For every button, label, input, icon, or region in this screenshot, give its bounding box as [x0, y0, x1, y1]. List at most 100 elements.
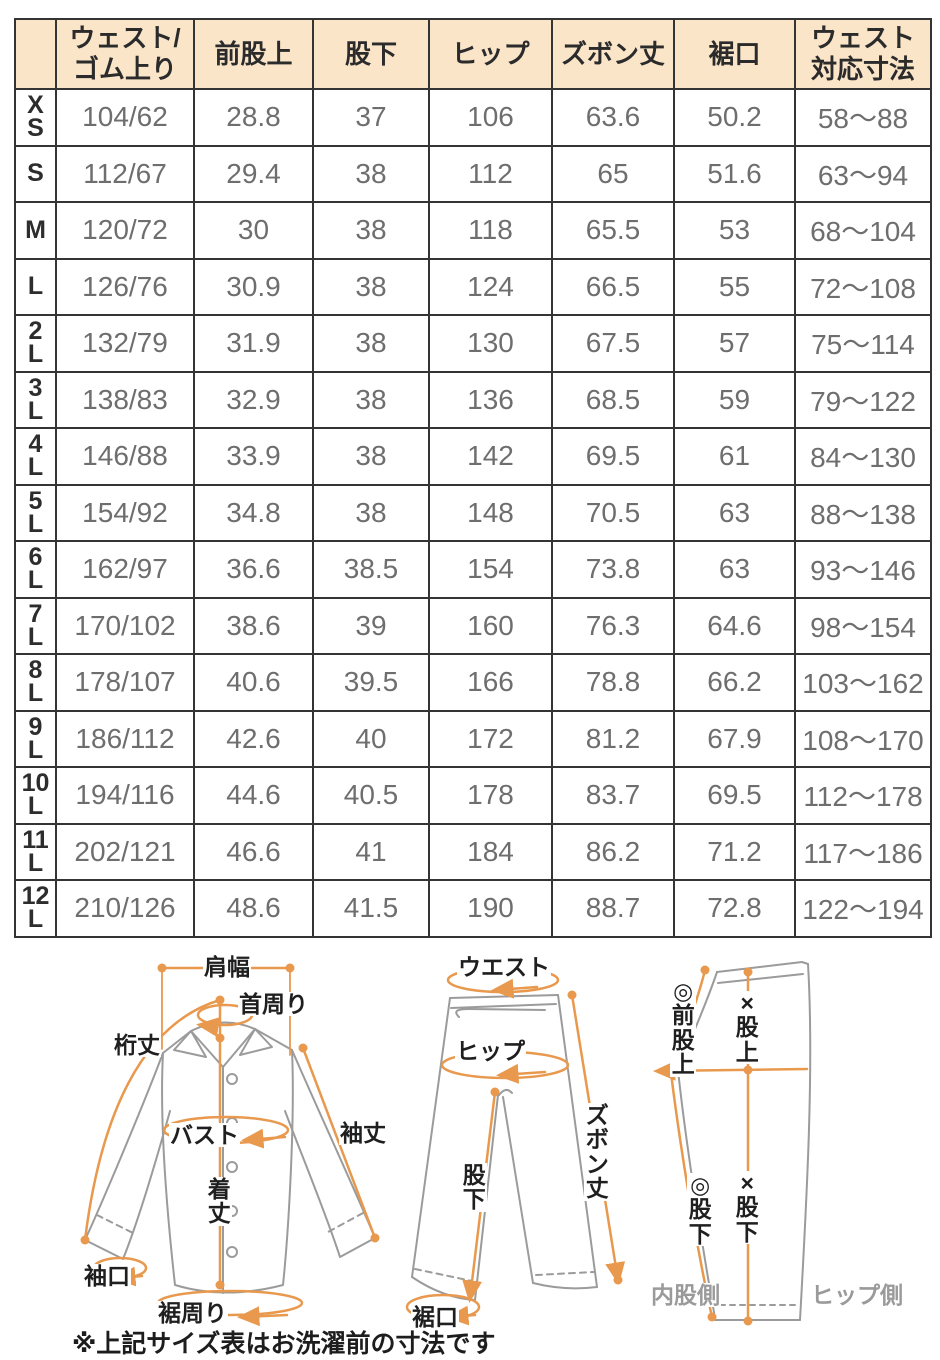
size-table-header: ウェスト/ゴム上り 前股上 股下 ヒップ ズボン丈 裾口 ウェスト 対応寸法 — [14, 18, 932, 90]
size-value: 61 — [673, 427, 796, 486]
size-value: 68～104 — [794, 201, 932, 260]
size-value: 202/121 — [55, 822, 195, 881]
size-value: 37 — [312, 88, 430, 147]
size-value: 130 — [428, 314, 553, 373]
size-value: 160 — [428, 596, 553, 655]
size-row-11L: 11 L 202/121 46.6 41 184 86.2 71.2 117～186 — [14, 822, 932, 881]
size-value: 59 — [673, 370, 796, 429]
column-header: 裾口 — [673, 18, 796, 90]
size-value: 190 — [428, 879, 553, 938]
size-value: 51.6 — [673, 144, 796, 203]
size-row-M: M 120/72 30 38 118 65.5 53 68～104 — [14, 201, 932, 260]
size-value: 66.5 — [551, 257, 675, 316]
size-value: 63.6 — [551, 88, 675, 147]
size-value: 210/126 — [55, 879, 195, 938]
size-row-7L: 7 L 170/102 38.6 39 160 76.3 64.6 98～154 — [14, 596, 932, 655]
label-pants-length: ズボン丈 — [584, 1102, 611, 1202]
size-value: 66.2 — [673, 653, 796, 712]
size-row-6L: 6 L 162/97 36.6 38.5 154 73.8 63 93～146 — [14, 540, 932, 599]
pants-front-measure-diagram: ウエスト ヒップ ズボン丈 股下 裾口 — [395, 945, 675, 1345]
shirt-outline-drawing — [80, 963, 380, 1327]
label-hip-side: ヒップ側 — [810, 1282, 904, 1308]
size-value: 122～194 — [794, 879, 932, 938]
label-shoulder-width: 肩幅 — [203, 954, 251, 980]
label-rise: ×股上 — [734, 990, 761, 1065]
size-value: 67.5 — [551, 314, 675, 373]
size-value: 36.6 — [193, 540, 314, 599]
size-value: 108～170 — [794, 709, 932, 768]
label-waist: ウエスト — [457, 954, 551, 980]
size-value: 38 — [312, 483, 430, 542]
size-value: 184 — [428, 822, 553, 881]
size-value: 88.7 — [551, 879, 675, 938]
size-row-XS: X S 104/62 28.8 37 106 63.6 50.2 58～88 — [14, 88, 932, 147]
size-value: 84～130 — [794, 427, 932, 486]
size-value: 29.4 — [193, 144, 314, 203]
size-value: 72～108 — [794, 257, 932, 316]
size-value: 48.6 — [193, 879, 314, 938]
size-value: 69.5 — [673, 766, 796, 825]
size-value: 98～154 — [794, 596, 932, 655]
pants-side-measure-diagram: ◎前股上 ×股上 ◎股下 ×股下 内股側 ヒップ側 — [650, 945, 940, 1350]
size-value: 71.2 — [673, 822, 796, 881]
size-label: M — [14, 201, 57, 260]
column-header: ヒップ — [428, 18, 553, 90]
label-body-length: 着丈 — [206, 1176, 233, 1227]
size-row-3L: 3 L 138/83 32.9 38 136 68.5 59 79～122 — [14, 370, 932, 429]
size-value: 30 — [193, 201, 314, 260]
size-value: 88～138 — [794, 483, 932, 542]
size-value: 39.5 — [312, 653, 430, 712]
size-label: L — [14, 257, 57, 316]
size-value: 63 — [673, 483, 796, 542]
size-value: 83.7 — [551, 766, 675, 825]
label-inseam-front-side: ◎股下 — [687, 1172, 714, 1247]
size-value: 57 — [673, 314, 796, 373]
pants-front-outline-drawing — [405, 966, 626, 1326]
shirt-measure-diagram: 肩幅 首周り 桁丈 バスト 袖丈 着丈 袖口 裾周り — [45, 949, 405, 1344]
size-value: 120/72 — [55, 201, 195, 260]
table-corner-cell — [14, 18, 57, 90]
size-value: 38 — [312, 427, 430, 486]
size-value: 136 — [428, 370, 553, 429]
size-row-S: S 112/67 29.4 38 112 65 51.6 63～94 — [14, 144, 932, 203]
size-value: 41.5 — [312, 879, 430, 938]
label-inner-thigh-side: 内股側 — [650, 1282, 721, 1308]
column-header: ズボン丈 — [551, 18, 675, 90]
size-row-2L: 2 L 132/79 31.9 38 130 67.5 57 75～114 — [14, 314, 932, 373]
size-value: 132/79 — [55, 314, 195, 373]
size-value: 53 — [673, 201, 796, 260]
size-value: 70.5 — [551, 483, 675, 542]
size-value: 32.9 — [193, 370, 314, 429]
size-value: 38.5 — [312, 540, 430, 599]
size-value: 65.5 — [551, 201, 675, 260]
size-value: 126/76 — [55, 257, 195, 316]
size-value: 112～178 — [794, 766, 932, 825]
size-value: 118 — [428, 201, 553, 260]
size-value: 39 — [312, 596, 430, 655]
size-label: 12 L — [14, 879, 57, 938]
column-header: 股下 — [312, 18, 430, 90]
size-value: 79～122 — [794, 370, 932, 429]
size-value: 64.6 — [673, 596, 796, 655]
column-header: ウェスト 対応寸法 — [794, 18, 932, 90]
size-value: 170/102 — [55, 596, 195, 655]
size-row-10L: 10 L 194/116 44.6 40.5 178 83.7 69.5 112～178 — [14, 766, 932, 825]
size-value: 93～146 — [794, 540, 932, 599]
size-label: S — [14, 144, 57, 203]
size-label: 10 L — [14, 766, 57, 825]
size-value: 172 — [428, 709, 553, 768]
size-value: 68.5 — [551, 370, 675, 429]
size-value: 154/92 — [55, 483, 195, 542]
size-value: 73.8 — [551, 540, 675, 599]
size-value: 40.6 — [193, 653, 314, 712]
size-value: 46.6 — [193, 822, 314, 881]
label-hip: ヒップ — [455, 1038, 526, 1064]
size-value: 154 — [428, 540, 553, 599]
size-value: 41 — [312, 822, 430, 881]
size-value: 112 — [428, 144, 553, 203]
label-sleeve-length: 袖丈 — [339, 1120, 387, 1146]
size-value: 38 — [312, 144, 430, 203]
